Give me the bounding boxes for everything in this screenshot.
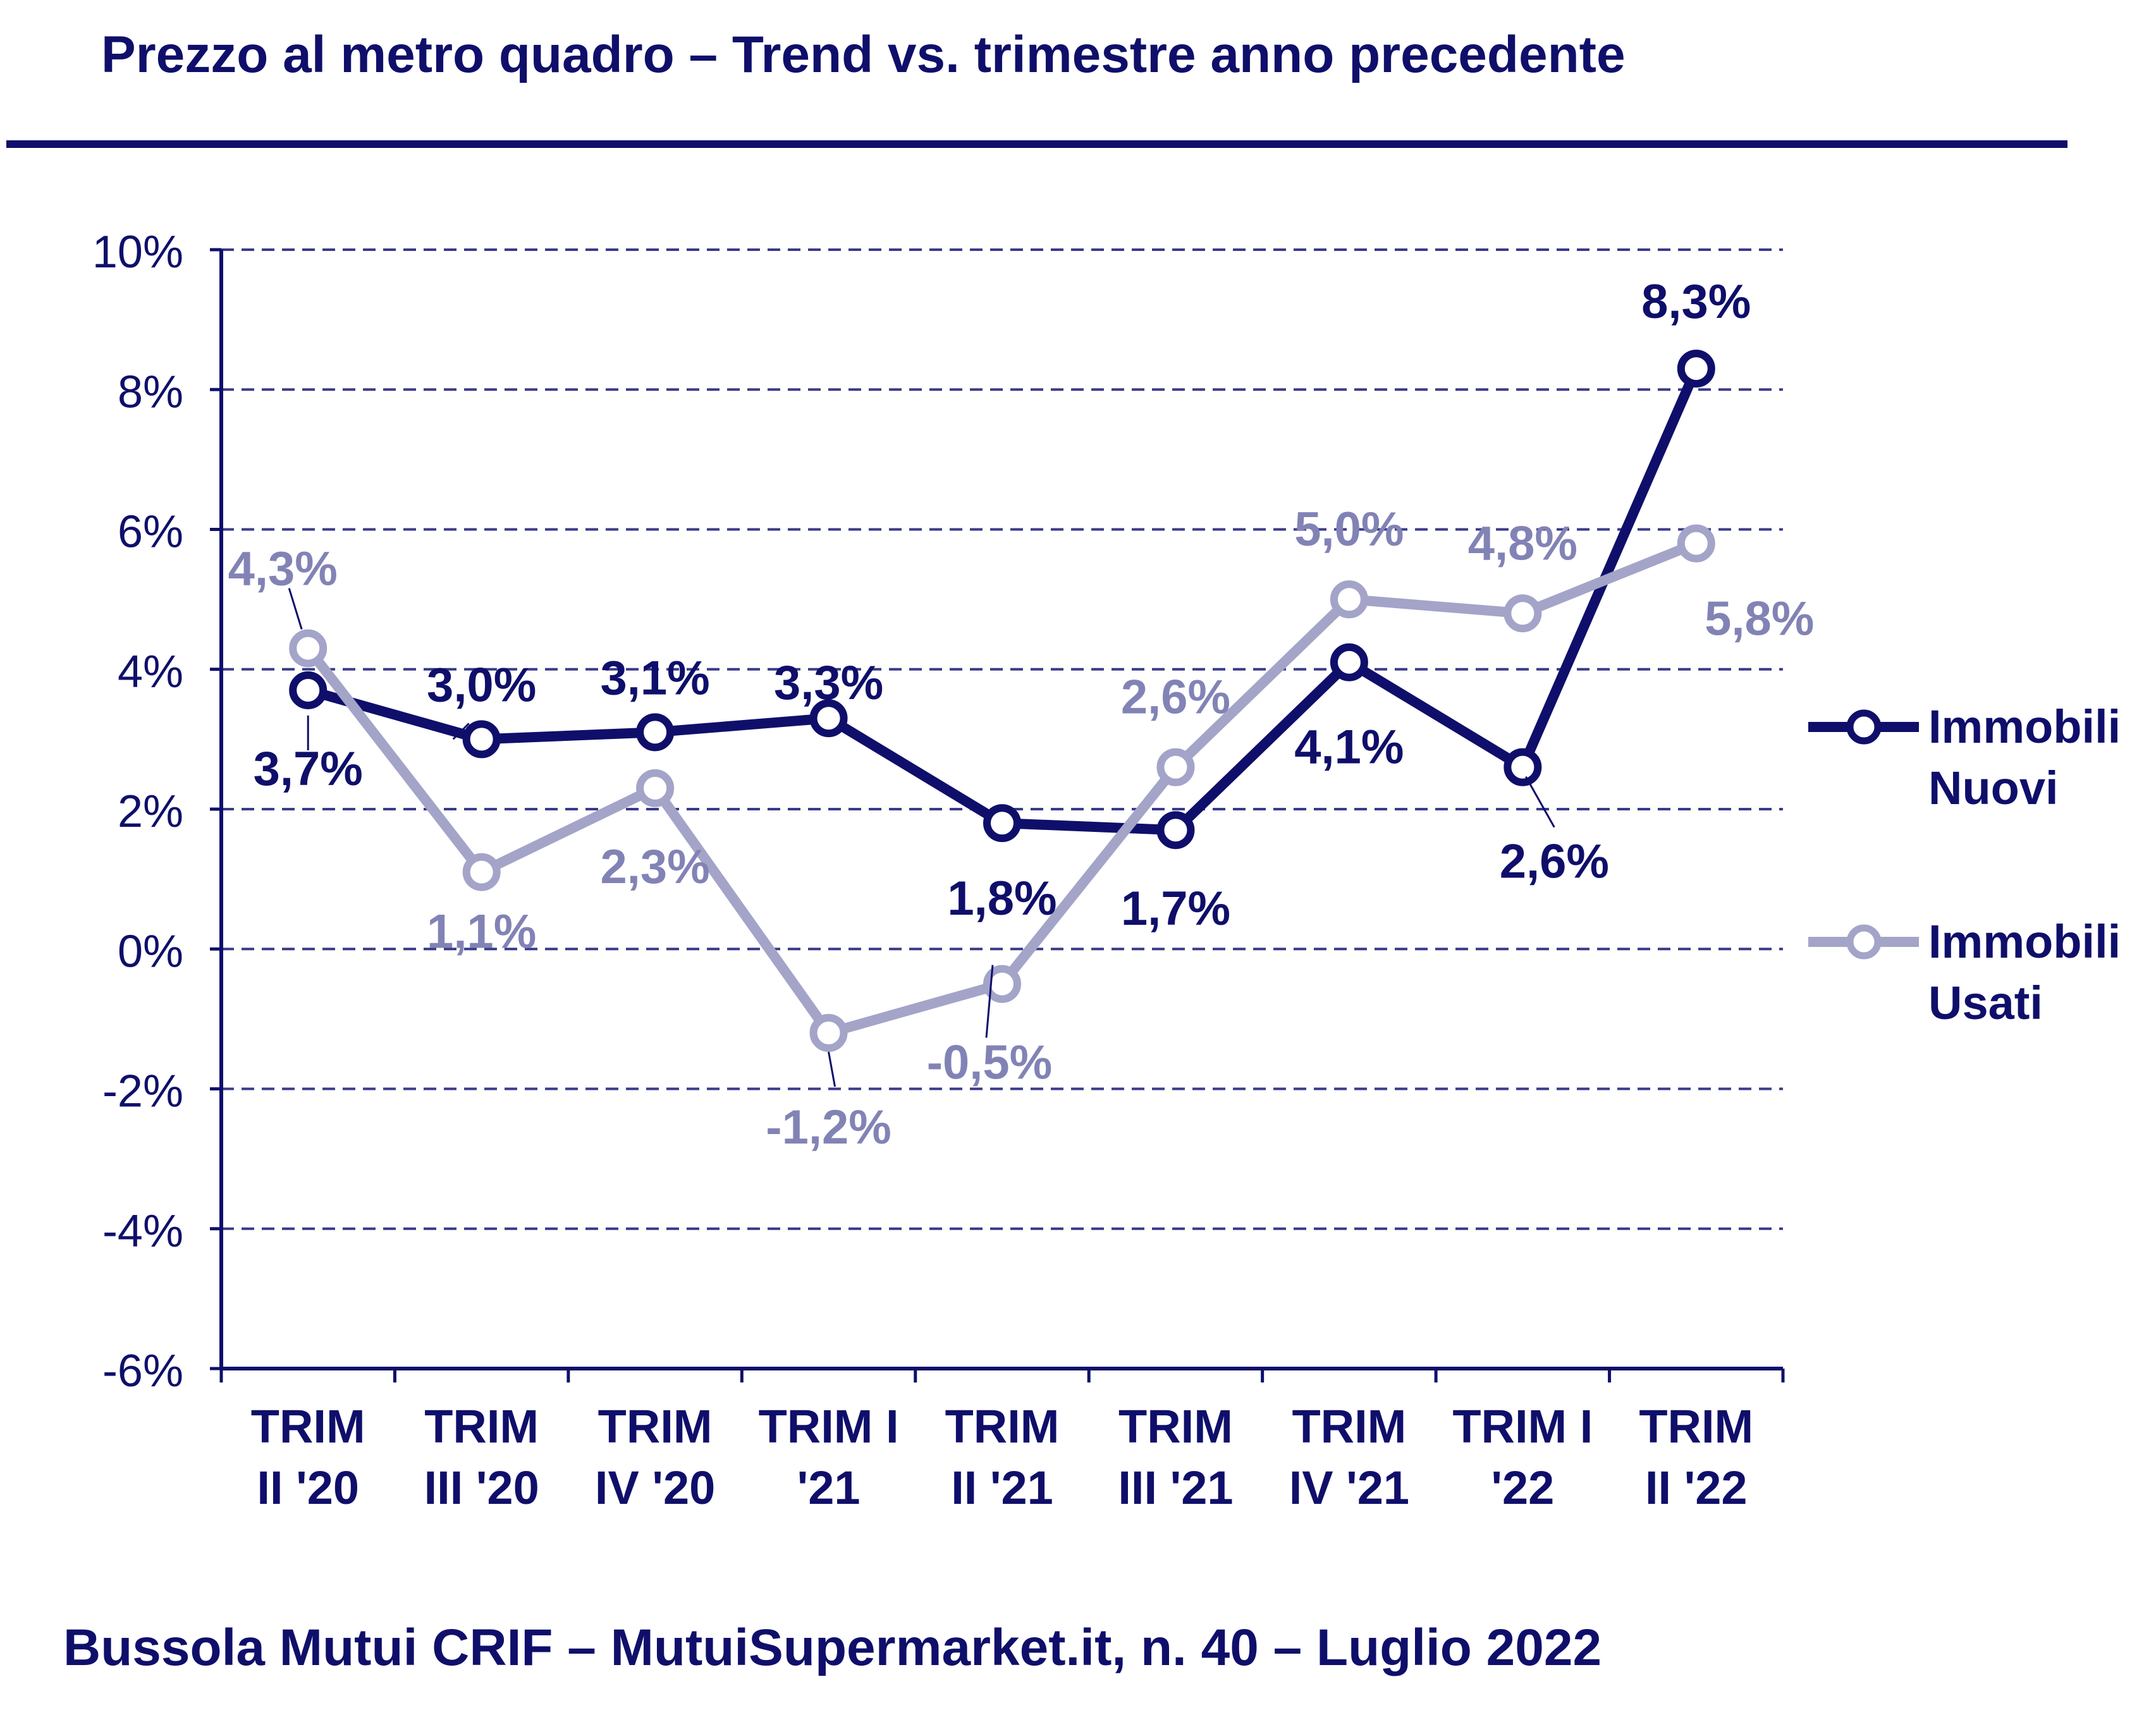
data-point xyxy=(983,965,1021,1003)
y-tick-label: 4% xyxy=(118,647,183,697)
label-leader xyxy=(828,1051,836,1087)
data-label: -1,2% xyxy=(766,1101,891,1154)
data-point xyxy=(636,769,675,807)
series-line xyxy=(303,539,1698,1038)
data-label: 3,7% xyxy=(254,742,363,796)
grid-lines xyxy=(221,248,1783,1230)
data-point xyxy=(1504,594,1542,633)
chart-title: Prezzo al metro quadro – Trend vs. trime… xyxy=(101,26,1626,83)
label-leader xyxy=(452,723,470,740)
data-point xyxy=(1330,580,1368,619)
data-point xyxy=(289,629,328,668)
data-point xyxy=(809,1014,848,1052)
data-point xyxy=(462,720,501,759)
y-tick-label: -2% xyxy=(102,1066,183,1117)
data-point xyxy=(1504,748,1542,786)
data-point xyxy=(1677,350,1715,388)
y-tick-label: 8% xyxy=(118,367,183,417)
y-tick-label: 2% xyxy=(118,786,183,837)
data-label: 3,3% xyxy=(774,656,883,710)
data-label: 1,1% xyxy=(427,905,536,959)
data-point xyxy=(1156,748,1195,786)
data-label: 4,8% xyxy=(1468,516,1577,570)
label-leader xyxy=(985,965,994,1038)
data-point xyxy=(1677,524,1715,563)
data-label: 4,1% xyxy=(1294,721,1404,774)
data-label: 1,8% xyxy=(947,872,1057,925)
x-tick-label: TRIM II '22 xyxy=(1639,1400,1753,1514)
label-leader xyxy=(288,588,303,630)
source-footer: Bussola Mutui CRIF – MutuiSupermarket.it… xyxy=(63,1619,1602,1676)
x-tick-label: TRIM IV '20 xyxy=(595,1400,715,1514)
series xyxy=(289,350,1715,1052)
legend: Immobili Nuovi Immobili Usati xyxy=(1808,700,2121,1029)
y-tick-label: -4% xyxy=(102,1206,183,1257)
data-label: 3,1% xyxy=(600,651,709,705)
data-label: 8,3% xyxy=(1641,275,1751,329)
series-line xyxy=(307,366,1701,836)
data-label: 3,0% xyxy=(427,658,536,712)
data-point xyxy=(983,804,1021,843)
title-rule xyxy=(6,140,2067,148)
data-label: 4,3% xyxy=(228,542,338,596)
data-point xyxy=(1330,643,1368,681)
label-leader xyxy=(1525,776,1555,828)
data-label: 2,6% xyxy=(1500,835,1609,889)
data-labels: 3,7% 3,0% 3,1% 3,3% 1,8% 1,7% 4,1% 2,6% 8,3% 4,3%… xyxy=(228,275,1815,1154)
data-point xyxy=(809,699,848,738)
data-point xyxy=(1156,811,1195,850)
x-tick-label: TRIM II '21 xyxy=(945,1400,1060,1514)
x-tick-label: TRIM I '22 xyxy=(1452,1400,1593,1514)
legend-label: Immobili Nuovi xyxy=(1928,700,2121,814)
x-tick-label: TRIM III '20 xyxy=(424,1400,539,1514)
y-tick-label: 10% xyxy=(92,227,183,278)
line-chart: -6% -4% -2% 0% 2% 4% 6% 8% 10% TRIM II '20 TRIM III … xyxy=(92,227,2121,1514)
x-tick-label: TRIM II '20 xyxy=(251,1400,365,1514)
x-tick-label: TRIM I '21 xyxy=(759,1400,899,1514)
legend-swatch-marker xyxy=(1846,709,1882,745)
data-point xyxy=(462,853,501,891)
x-tick-label: TRIM III '21 xyxy=(1118,1400,1233,1514)
data-label: 2,3% xyxy=(600,840,709,894)
axes: -6% -4% -2% 0% 2% 4% 6% 8% 10% TRIM II '20 TRIM III … xyxy=(92,227,1785,1514)
legend-swatch-marker xyxy=(1846,924,1882,960)
legend-label: Immobili Usati xyxy=(1928,915,2121,1029)
data-label: 5,0% xyxy=(1294,503,1404,556)
data-label: 1,7% xyxy=(1121,882,1230,936)
data-label: 5,8% xyxy=(1705,592,1814,646)
y-tick-label: 0% xyxy=(118,926,183,977)
y-tick-label: -6% xyxy=(102,1346,183,1396)
data-label: -0,5% xyxy=(927,1036,1053,1090)
data-label: 2,6% xyxy=(1121,671,1230,724)
x-tick-label: TRIM IV '21 xyxy=(1289,1400,1409,1514)
data-point xyxy=(636,713,675,752)
data-point xyxy=(289,671,328,709)
y-tick-label: 6% xyxy=(118,507,183,558)
